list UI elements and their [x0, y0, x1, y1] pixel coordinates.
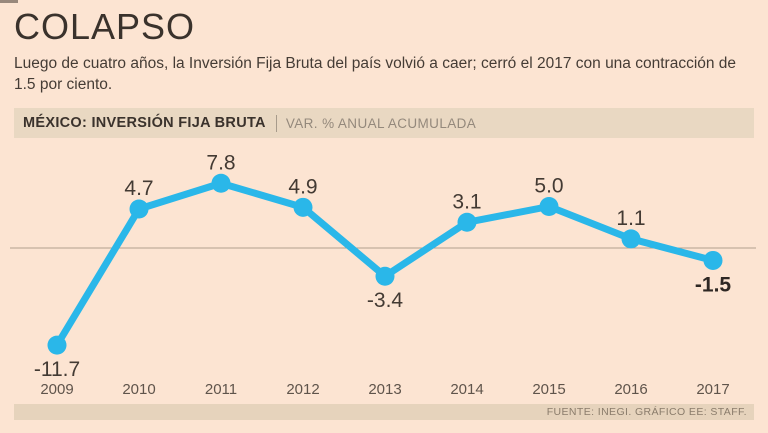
- data-point-2011: [211, 173, 231, 193]
- source-band: FUENTE: INEGI. GRÁFICO EE: STAFF.: [14, 404, 754, 420]
- value-label-2011: 7.8: [206, 151, 235, 174]
- value-label-2010: 4.7: [124, 177, 153, 200]
- value-label-2012: 4.9: [288, 175, 317, 198]
- x-tick-2013: 2013: [368, 381, 401, 398]
- x-tick-2014: 2014: [450, 381, 483, 398]
- value-label-2014: 3.1: [452, 190, 481, 213]
- x-tick-2011: 2011: [205, 381, 237, 398]
- corner-mark: [0, 0, 18, 3]
- chart-title: MÉXICO: INVERSIÓN FIJA BRUTA: [23, 115, 266, 131]
- data-point-2012: [293, 197, 313, 217]
- data-point-2013: [375, 266, 395, 286]
- data-point-2010: [129, 199, 149, 219]
- value-label-2017: -1.5: [695, 273, 732, 296]
- data-point-2014: [457, 212, 477, 232]
- x-tick-2015: 2015: [532, 381, 565, 398]
- data-point-2015: [539, 197, 559, 216]
- value-label-2009: -11.7: [34, 358, 80, 381]
- value-label-2015: 5.0: [534, 175, 563, 198]
- chart-units-label: VAR. % ANUAL ACUMULADA: [285, 115, 477, 131]
- source-credit: FUENTE: INEGI. GRÁFICO EE: STAFF.: [546, 406, 747, 418]
- divider: [275, 114, 277, 132]
- chart-header-band: MÉXICO: INVERSIÓN FIJA BRUTA VAR. % ANUA…: [14, 108, 754, 138]
- x-tick-2016: 2016: [614, 381, 647, 398]
- x-tick-2012: 2012: [286, 381, 319, 398]
- page-title: COLAPSO: [14, 6, 196, 47]
- value-label-2016: 1.1: [616, 207, 645, 230]
- data-point-2017: [703, 250, 723, 270]
- data-point-2009: [47, 335, 67, 355]
- x-tick-2010: 2010: [122, 381, 155, 398]
- subtitle-text: Luego de cuatro años, la Inversión Fija …: [14, 55, 737, 93]
- value-label-2013: -3.4: [367, 289, 404, 312]
- x-tick-2009: 2009: [40, 381, 73, 398]
- x-tick-2017: 2017: [696, 381, 729, 398]
- series-line: [53, 179, 717, 349]
- data-point-2016: [621, 229, 641, 249]
